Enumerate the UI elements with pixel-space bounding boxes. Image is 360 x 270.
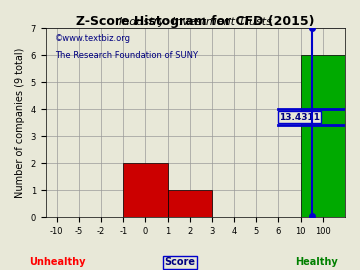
Bar (123, 163, 168, 217)
Text: Unhealthy: Unhealthy (30, 257, 86, 267)
Text: Healthy: Healthy (296, 257, 338, 267)
Y-axis label: Number of companies (9 total): Number of companies (9 total) (15, 48, 25, 198)
Bar (301, 55, 345, 217)
Bar (168, 190, 212, 217)
Text: The Research Foundation of SUNY: The Research Foundation of SUNY (55, 51, 198, 60)
Text: Score: Score (165, 257, 195, 267)
Text: Industry: Investment Trusts: Industry: Investment Trusts (119, 17, 272, 27)
Title: Z-Score Histogram for CFD (2015): Z-Score Histogram for CFD (2015) (76, 15, 315, 28)
Text: 13.4311: 13.4311 (279, 113, 320, 122)
Text: ©www.textbiz.org: ©www.textbiz.org (55, 34, 131, 43)
